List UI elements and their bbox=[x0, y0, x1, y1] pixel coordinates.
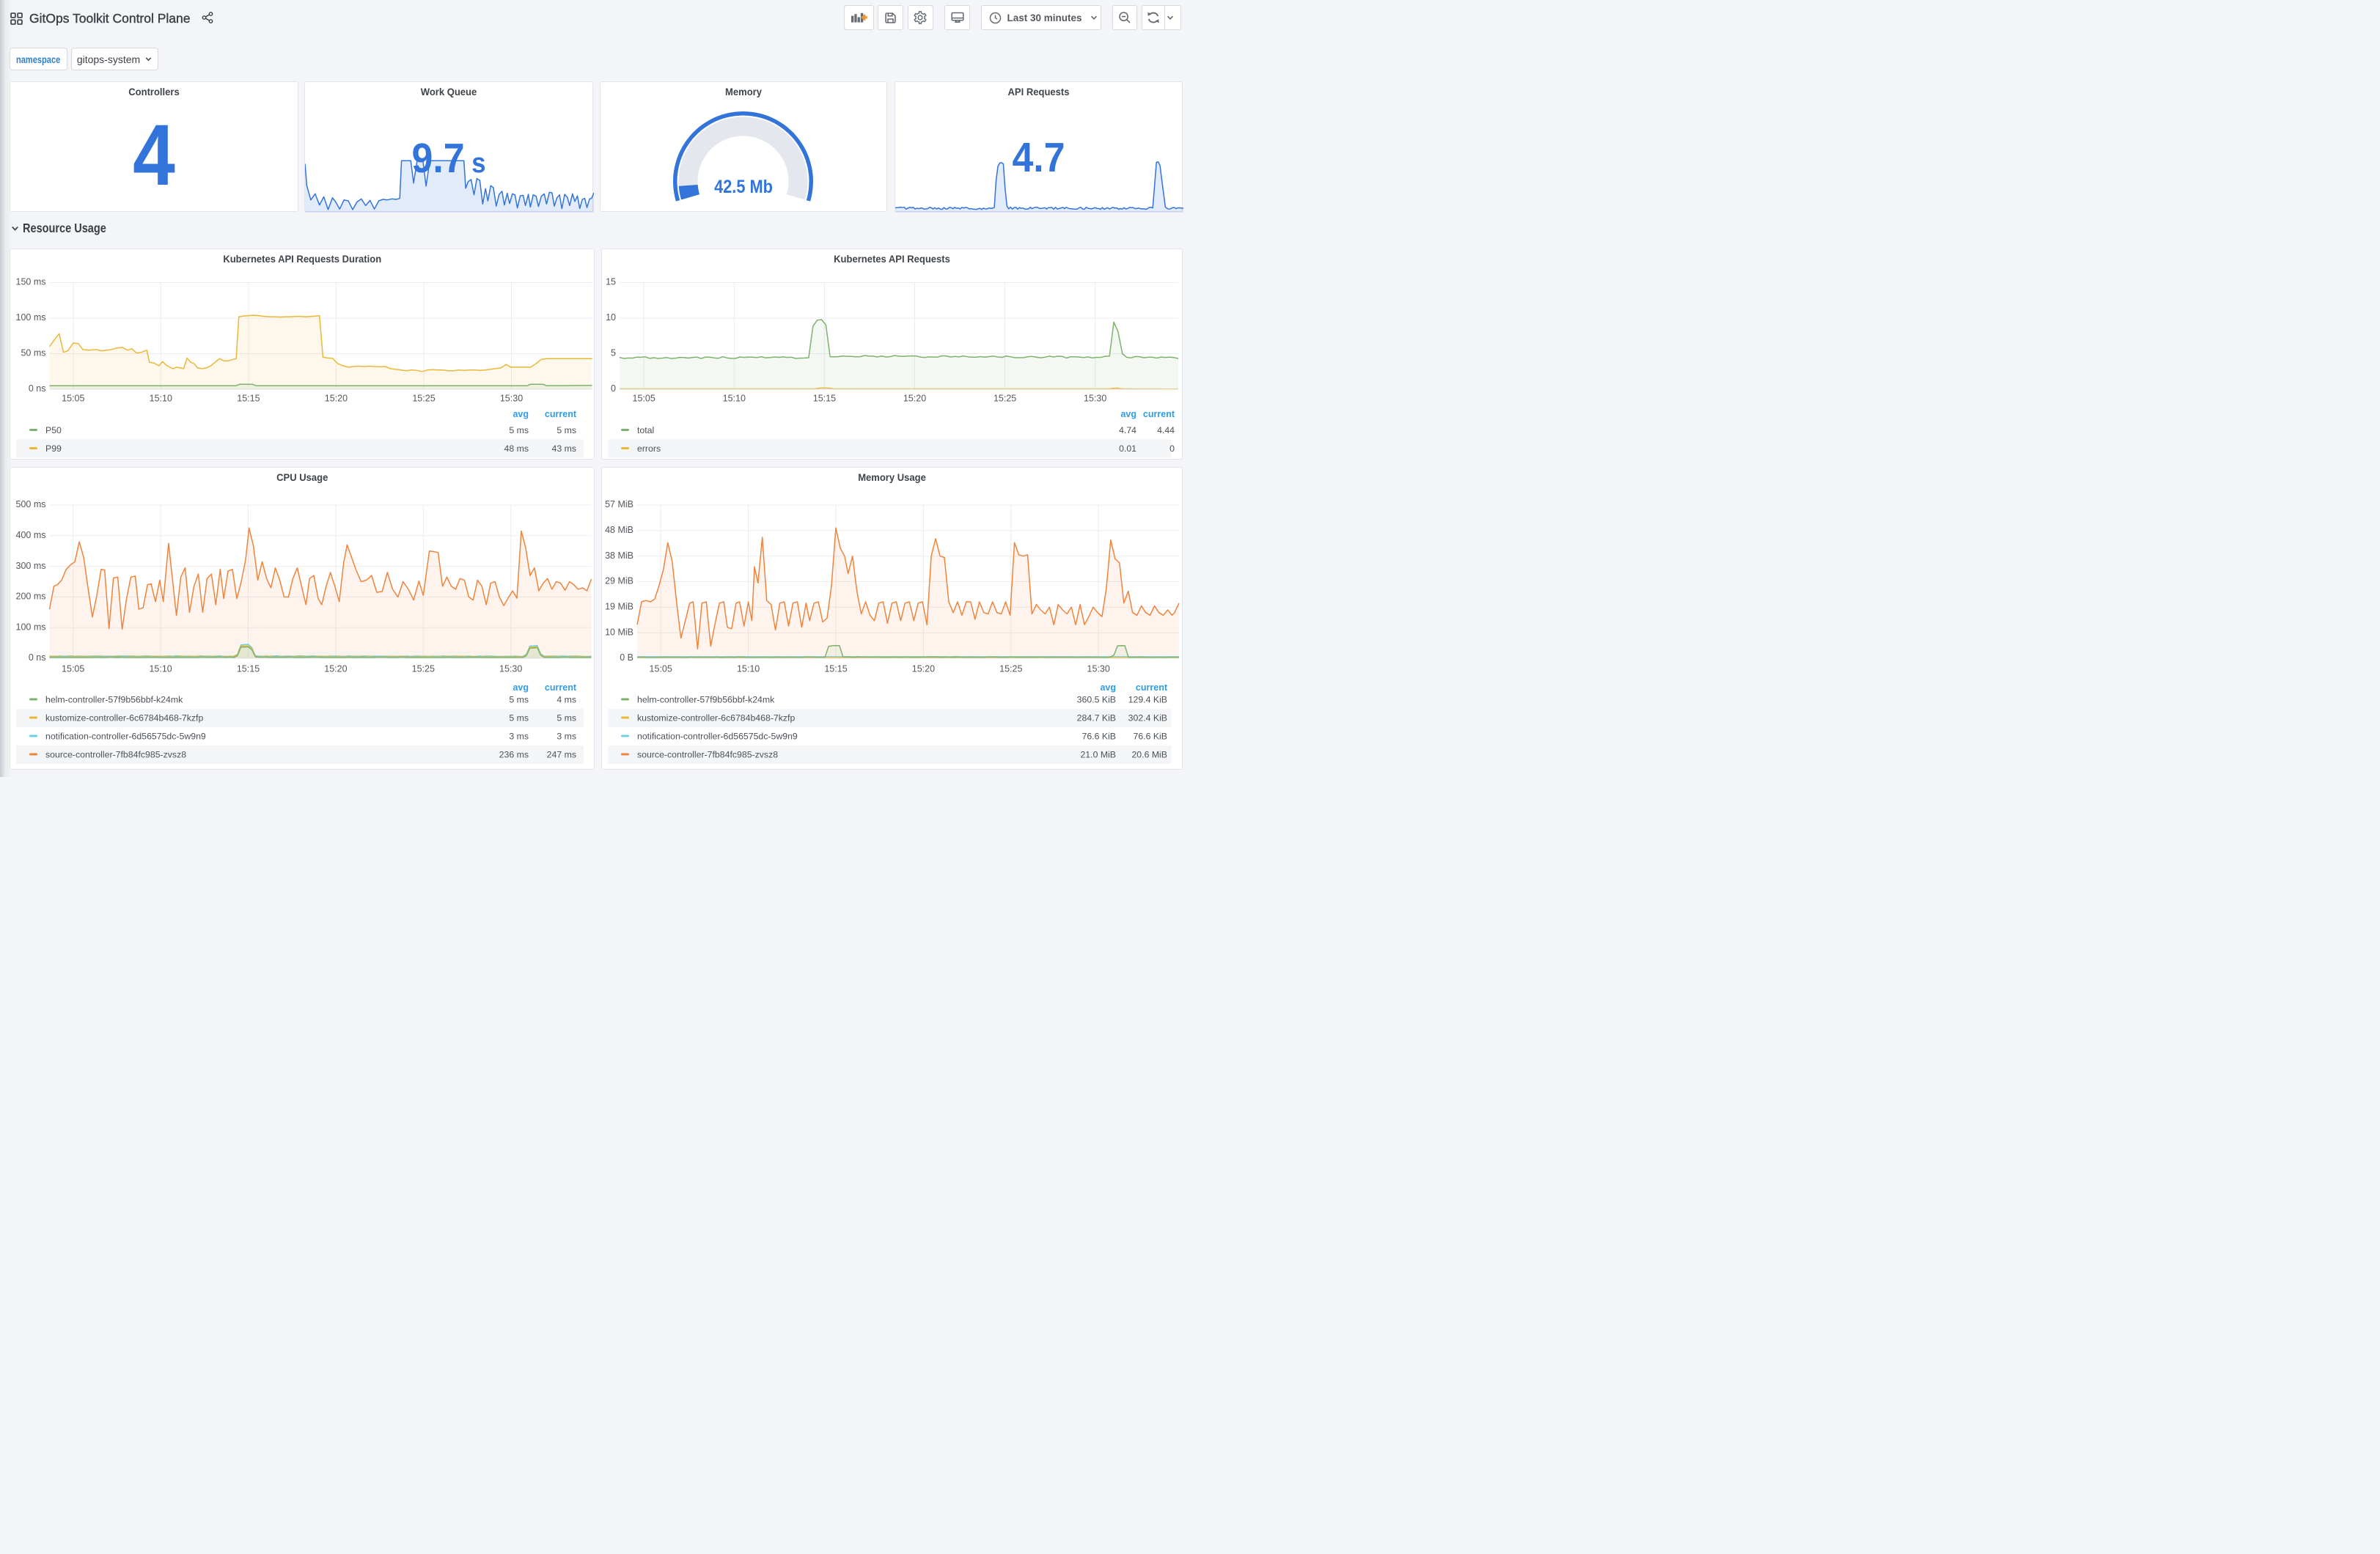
svg-text:errors: errors bbox=[637, 443, 661, 454]
svg-text:76.6 KiB: 76.6 KiB bbox=[1082, 732, 1117, 742]
svg-text:400 ms: 400 ms bbox=[15, 530, 45, 540]
svg-text:300 ms: 300 ms bbox=[15, 561, 45, 571]
svg-text:15:20: 15:20 bbox=[324, 393, 347, 403]
svg-text:current: current bbox=[544, 409, 576, 419]
svg-text:10 MiB: 10 MiB bbox=[605, 627, 633, 637]
svg-text:15:25: 15:25 bbox=[412, 393, 435, 403]
svg-text:notification-controller-6d5657: notification-controller-6d56575dc-5w9n9 bbox=[45, 732, 206, 742]
svg-text:150 ms: 150 ms bbox=[15, 276, 45, 287]
svg-text:200 ms: 200 ms bbox=[15, 592, 45, 602]
svg-text:5 ms: 5 ms bbox=[509, 695, 529, 705]
svg-text:247 ms: 247 ms bbox=[546, 750, 576, 760]
svg-text:source-controller-7fb84fc985-z: source-controller-7fb84fc985-zvsz8 bbox=[637, 750, 778, 760]
svg-text:kustomize-controller-6c6784b46: kustomize-controller-6c6784b468-7kzfp bbox=[637, 713, 795, 723]
svg-text:kustomize-controller-6c6784b46: kustomize-controller-6c6784b468-7kzfp bbox=[45, 713, 203, 723]
svg-text:current: current bbox=[1136, 682, 1168, 693]
svg-text:15:10: 15:10 bbox=[149, 393, 172, 403]
svg-text:P50: P50 bbox=[45, 425, 62, 435]
svg-text:15:15: 15:15 bbox=[236, 664, 259, 674]
svg-text:helm-controller-57f9b56bbf-k24: helm-controller-57f9b56bbf-k24mk bbox=[45, 695, 183, 705]
svg-text:236 ms: 236 ms bbox=[499, 750, 528, 760]
svg-text:15:25: 15:25 bbox=[411, 664, 434, 674]
svg-text:total: total bbox=[637, 425, 654, 435]
svg-text:15:15: 15:15 bbox=[813, 393, 836, 403]
svg-text:3 ms: 3 ms bbox=[509, 732, 529, 742]
svg-text:15:30: 15:30 bbox=[1084, 393, 1106, 403]
svg-text:15:30: 15:30 bbox=[499, 664, 522, 674]
svg-text:100 ms: 100 ms bbox=[15, 312, 45, 323]
svg-text:500 ms: 500 ms bbox=[15, 499, 45, 509]
svg-text:4.74: 4.74 bbox=[1119, 425, 1136, 435]
svg-text:29 MiB: 29 MiB bbox=[605, 576, 633, 586]
svg-text:current: current bbox=[1143, 409, 1175, 419]
svg-text:notification-controller-6d5657: notification-controller-6d56575dc-5w9n9 bbox=[637, 732, 798, 742]
svg-text:0: 0 bbox=[1169, 443, 1175, 454]
svg-text:15:05: 15:05 bbox=[62, 664, 84, 674]
svg-text:129.4 KiB: 129.4 KiB bbox=[1128, 695, 1167, 705]
svg-text:15:10: 15:10 bbox=[723, 393, 746, 403]
svg-text:57 MiB: 57 MiB bbox=[605, 499, 633, 509]
svg-text:10: 10 bbox=[606, 312, 616, 323]
svg-text:15: 15 bbox=[606, 276, 616, 287]
svg-text:avg: avg bbox=[1100, 682, 1116, 693]
svg-text:15:20: 15:20 bbox=[324, 664, 347, 674]
svg-text:15:15: 15:15 bbox=[824, 664, 847, 674]
svg-text:4 ms: 4 ms bbox=[557, 695, 576, 705]
svg-text:source-controller-7fb84fc985-z: source-controller-7fb84fc985-zvsz8 bbox=[45, 750, 186, 760]
svg-text:50 ms: 50 ms bbox=[21, 347, 45, 358]
svg-text:15:05: 15:05 bbox=[62, 393, 84, 403]
svg-text:38 MiB: 38 MiB bbox=[605, 550, 633, 561]
svg-text:0 B: 0 B bbox=[620, 652, 633, 663]
svg-text:15:15: 15:15 bbox=[237, 393, 260, 403]
svg-text:5 ms: 5 ms bbox=[557, 425, 576, 435]
svg-text:360.5 KiB: 360.5 KiB bbox=[1077, 695, 1116, 705]
svg-text:avg: avg bbox=[1120, 409, 1136, 419]
svg-text:0: 0 bbox=[611, 383, 616, 394]
svg-text:284.7 KiB: 284.7 KiB bbox=[1077, 713, 1116, 723]
svg-text:5 ms: 5 ms bbox=[509, 713, 529, 723]
svg-text:21.0 MiB: 21.0 MiB bbox=[1080, 750, 1116, 760]
svg-text:helm-controller-57f9b56bbf-k24: helm-controller-57f9b56bbf-k24mk bbox=[637, 695, 775, 705]
svg-text:15:20: 15:20 bbox=[912, 664, 935, 674]
svg-text:20.6 MiB: 20.6 MiB bbox=[1131, 750, 1167, 760]
svg-text:15:25: 15:25 bbox=[993, 393, 1016, 403]
svg-text:0 ns: 0 ns bbox=[28, 383, 45, 394]
svg-text:15:30: 15:30 bbox=[1087, 664, 1110, 674]
svg-text:P99: P99 bbox=[45, 443, 62, 454]
svg-text:48 ms: 48 ms bbox=[504, 443, 529, 454]
svg-text:43 ms: 43 ms bbox=[551, 443, 576, 454]
svg-text:current: current bbox=[544, 682, 576, 693]
svg-text:avg: avg bbox=[513, 682, 529, 693]
svg-text:15:25: 15:25 bbox=[999, 664, 1022, 674]
svg-text:15:30: 15:30 bbox=[499, 393, 522, 403]
svg-text:19 MiB: 19 MiB bbox=[605, 602, 633, 612]
svg-text:3 ms: 3 ms bbox=[557, 732, 576, 742]
svg-text:100 ms: 100 ms bbox=[15, 622, 45, 632]
svg-text:15:20: 15:20 bbox=[903, 393, 926, 403]
svg-text:5: 5 bbox=[611, 347, 616, 358]
svg-text:15:10: 15:10 bbox=[737, 664, 760, 674]
svg-text:0.01: 0.01 bbox=[1119, 443, 1136, 454]
svg-text:15:05: 15:05 bbox=[650, 664, 672, 674]
svg-text:4.44: 4.44 bbox=[1157, 425, 1175, 435]
svg-text:15:10: 15:10 bbox=[149, 664, 172, 674]
svg-text:302.4 KiB: 302.4 KiB bbox=[1128, 713, 1167, 723]
svg-text:15:05: 15:05 bbox=[633, 393, 655, 403]
svg-text:5 ms: 5 ms bbox=[557, 713, 576, 723]
svg-text:avg: avg bbox=[513, 409, 529, 419]
svg-text:76.6 KiB: 76.6 KiB bbox=[1134, 732, 1168, 742]
svg-text:48 MiB: 48 MiB bbox=[605, 525, 633, 535]
svg-text:5 ms: 5 ms bbox=[509, 425, 529, 435]
svg-text:0 ns: 0 ns bbox=[28, 652, 45, 663]
